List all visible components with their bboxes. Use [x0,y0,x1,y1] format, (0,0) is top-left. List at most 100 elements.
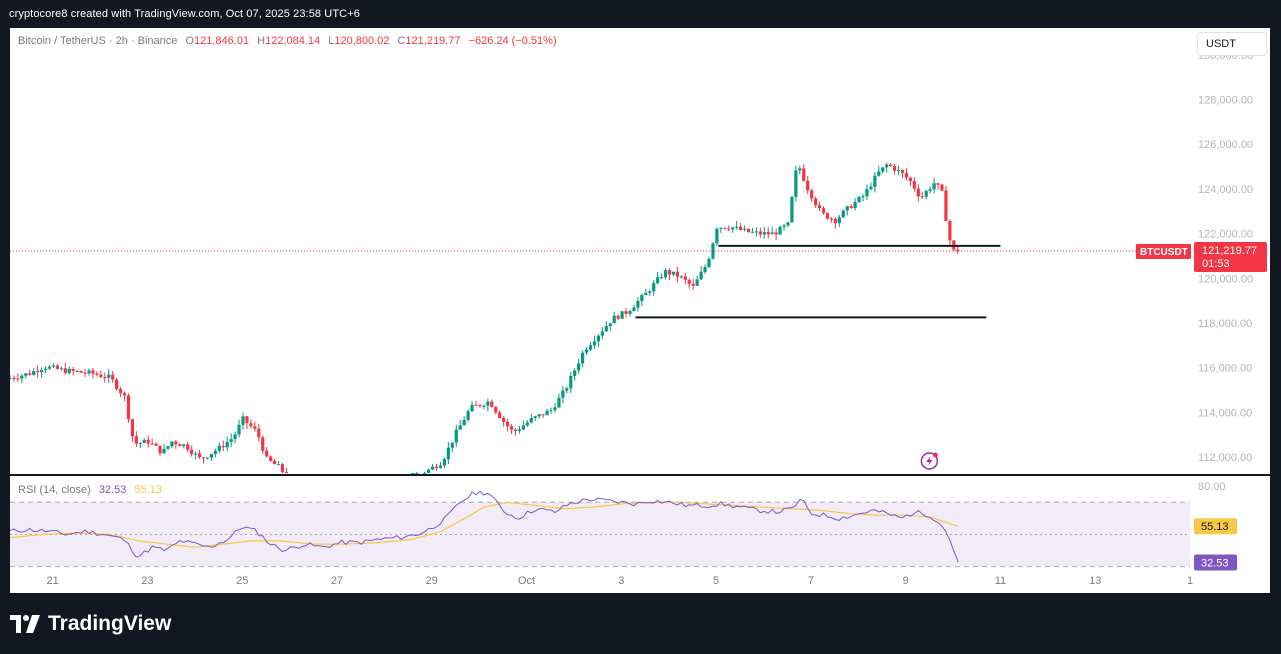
candle-body [427,469,431,473]
candle-body [490,401,494,407]
change-value: −626.24 (−0.51%) [468,35,557,47]
candle-body [624,311,628,314]
candle-body [904,172,909,178]
candle-body [272,460,277,465]
candle-body [620,311,624,319]
candle-body [261,437,265,451]
ticker-tag-text: BTCUSDT [1140,247,1188,258]
candle-body [10,378,12,380]
candle-body [719,227,723,229]
event-marker-icon[interactable] [920,452,939,470]
candle-body [126,395,131,420]
candle-body [75,370,79,372]
chart-canvas[interactable]: 130,000.00128,000.00126,000.00124,000.00… [10,28,1270,593]
flash-icon [926,456,933,466]
candle-body [833,218,837,224]
candle-body [912,181,916,189]
candle-body [750,231,755,233]
candle-body [861,196,865,198]
price-axis-label: 114,000.00 [1198,407,1252,419]
candle-body [454,429,458,443]
time-axis-label: 9 [903,575,909,587]
candle-body [549,410,553,412]
candle-body [652,283,656,292]
pane-separator[interactable] [10,474,1270,476]
candle-body [770,232,774,235]
candle-body [817,205,822,209]
candle-body [845,206,849,211]
candle-body [754,231,758,233]
candle-body [829,218,834,220]
candle-body [671,271,676,275]
candle-body [790,196,794,223]
currency-unit-button[interactable]: USDT [1197,32,1267,56]
candle-body [142,439,146,443]
candle-body [746,228,751,232]
rsi-legend: RSI (14, close) 32.53 55.13 [18,484,162,496]
candle-body [825,213,830,219]
candle-body [581,352,585,364]
candle-body [502,418,506,422]
candle-body [474,404,478,406]
candle-body [723,227,727,229]
candle-body [130,419,135,437]
low-label: L [328,35,335,47]
candle-body [944,190,948,222]
tradingview-brand: TradingView [48,612,172,635]
candle-body [241,416,245,425]
candle-body [47,366,52,369]
candle-body [683,276,687,280]
price-axis-label: 118,000.00 [1198,318,1252,330]
candle-body [517,429,522,432]
chart-panel[interactable]: 130,000.00128,000.00126,000.00124,000.00… [10,28,1270,593]
candle-body [798,168,802,171]
candle-body [32,371,36,375]
candle-body [95,373,99,375]
candle-body [731,227,735,230]
candle-body [51,365,56,367]
time-axis-label: 21 [47,575,59,587]
candle-body [63,368,67,374]
candle-body [604,326,608,332]
price-axis-label: 120,000.00 [1198,273,1253,285]
candle-body [257,428,261,438]
candle-body [849,206,853,209]
candle-body [885,164,889,168]
candle-body [758,231,762,235]
candle-body [194,453,198,455]
candle-body [162,448,166,454]
price-axis-label: 126,000.00 [1198,139,1253,151]
candle-body [434,466,439,468]
candle-body [924,191,928,197]
candle-body [632,307,636,312]
candle-body [727,228,731,230]
candle-body [766,232,770,235]
candle-body [237,424,241,435]
candle-body [446,447,450,460]
candle-body [118,388,123,394]
high-label: H [257,35,266,47]
candle-body [458,425,462,430]
candle-body [703,266,707,272]
time-axis-label: 27 [331,575,343,587]
time-axis-label: 25 [236,575,248,587]
candle-body [893,165,897,171]
candle-body [837,217,841,224]
candle-body [509,426,514,430]
candle-body [521,425,525,430]
candle-body [450,442,454,448]
candle-body [889,164,893,166]
candle-body [411,473,415,474]
candle-body [920,196,924,198]
candle-body [806,180,810,191]
candle-body [592,341,597,346]
candle-body [178,444,182,447]
candle-body [154,443,158,446]
candle-body [111,374,115,380]
candle-body [470,404,474,412]
candle-body [782,225,786,227]
candle-body [462,419,466,426]
tradingview-logo[interactable]: TradingView [10,612,171,636]
candle-body [533,416,537,419]
candle-body [853,201,857,209]
